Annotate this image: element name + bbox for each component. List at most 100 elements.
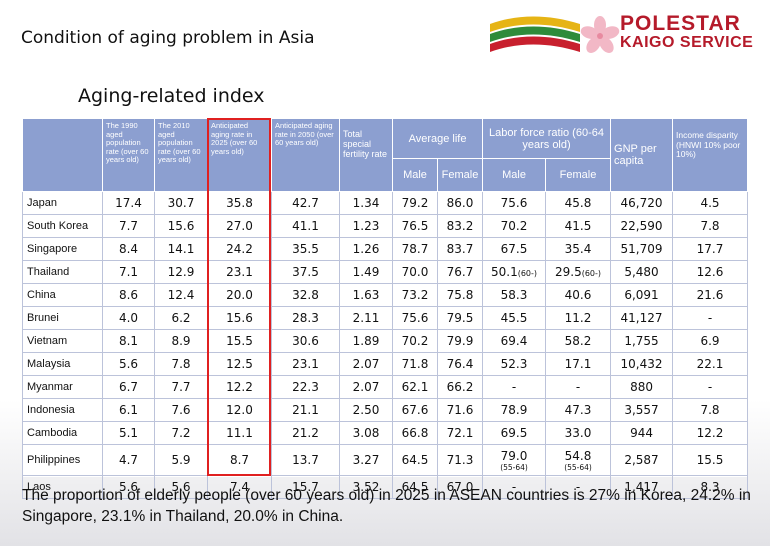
cell-value: 83.7 [446,242,474,256]
cell-value: 35.4 [564,242,592,256]
cell-note: (55-64) [500,462,528,472]
cell-value: 4.0 [118,311,139,325]
cell-value: 28.3 [292,311,319,325]
cell-value: 20.0 [226,288,253,302]
cell-value: 40.6 [564,288,592,302]
table-row: Singapore 8.4 14.1 24.2 35.5 1.26 78.7 83.7 67.5… [22,237,749,261]
cell-value: 27.0 [226,219,253,233]
cell-fert: 1.23 [339,214,393,238]
cell-lifeF: 67.0 [436,475,484,499]
cell-gnp: 6,091 [610,283,674,307]
header-1990: The 1990 aged population rate (over 60 y… [102,118,155,192]
cell-value: 4.5 [700,196,720,210]
cell-value: 944 [630,426,653,440]
cell-gnp: 1,755 [610,329,674,353]
cell-y2025: 35.8 [207,191,272,215]
cell-value: 66.8 [401,426,429,440]
cell-value: 83.2 [446,219,474,233]
cell-y2050: 15.7 [271,475,340,499]
header-2025: Anticipated aging rate in 2025 (over 60 … [207,118,272,192]
cell-y2010: 30.7 [154,191,208,215]
cell-value: 22.1 [696,357,724,371]
slide-title: Condition of aging problem in Asia [21,28,315,48]
cell-lifeM: 70.2 [392,329,438,353]
cell-value: - [707,311,713,325]
header-labor-female: Female [545,158,612,192]
cell-y2010: 8.9 [154,329,208,353]
cell-lifeF: 66.2 [436,375,484,399]
header-life-female: Female [436,158,484,192]
cell-y2050: 22.3 [271,375,340,399]
cell-value: 17.1 [564,357,592,371]
cell-lifeF: 75.8 [436,283,484,307]
cell-value: 46,720 [620,196,663,210]
cell-value: 17.7 [696,242,724,256]
cell-value: 47.3 [564,403,592,417]
table-row: Malaysia 5.6 7.8 12.5 23.1 2.07 71.8 76.4 52.3 17… [22,352,749,376]
cell-value: 58.2 [564,334,592,348]
cell-value: 79.5 [446,311,474,325]
cell-value: 1,755 [624,334,659,348]
cell-y2050: 32.8 [271,283,340,307]
country-cell: Brunei [22,306,103,330]
cell-labM: 50.1(60-) [482,260,547,284]
cell-value: 17.4 [115,196,142,210]
cell-value: 76.7 [446,265,474,279]
cell-lifeM: 71.8 [392,352,438,376]
cell-lifeM: 79.2 [392,191,438,215]
country-cell: China [22,283,103,307]
cell-value: 7.1 [118,265,139,279]
cell-value: - [707,380,713,394]
cell-value: 67.0 [446,480,474,494]
cell-value: 7.8 [171,357,191,371]
cell-gnp: 22,590 [610,214,674,238]
cell-value: 50.1 [491,265,518,279]
cell-fert: 2.07 [339,352,393,376]
cell-y2050: 21.1 [271,398,340,422]
cell-value: 52.3 [500,357,528,371]
cell-labF: 29.5(60-) [545,260,612,284]
cell-y2025: 12.0 [207,398,272,422]
cell-value: 79.2 [401,196,429,210]
cell-value: 7.8 [700,219,720,233]
cell-y2050: 37.5 [271,260,340,284]
cell-value: 54.8 [564,448,592,463]
header-average-life: Average life [391,118,484,159]
cell-value: 76.4 [446,357,474,371]
header-gnp: GNP per capita [610,118,674,192]
country-cell: Malaysia [22,352,103,376]
cell-value: 78.7 [401,242,429,256]
country-cell: Philippines [22,444,103,476]
cell-value: 7.7 [171,380,191,394]
cell-value: 2.07 [352,357,380,371]
cell-lifeM: 78.7 [392,237,438,261]
cell-y2010: 12.4 [154,283,208,307]
cell-labM: 58.3 [482,283,547,307]
cell-lifeM: 64.5 [392,475,438,499]
cell-inc: 12.6 [672,260,749,284]
cell-fert: 2.50 [339,398,393,422]
cell-value: 5.9 [171,453,191,467]
cell-gnp: 2,587 [610,444,674,476]
caption-text: The proportion of elderly people (over 6… [22,487,751,525]
cell-y1990: 4.0 [102,306,155,330]
cell-labF: 40.6 [545,283,612,307]
cell-y2025: 15.6 [207,306,272,330]
cell-labF: 35.4 [545,237,612,261]
cell-lifeF: 79.5 [436,306,484,330]
cell-y2010: 5.9 [154,444,208,476]
cell-value: 1.26 [352,242,380,256]
cell-inc: 6.9 [672,329,749,353]
table-row: Indonesia 6.1 7.6 12.0 21.1 2.50 67.6 71.6 78.9 4… [22,398,749,422]
header-fertility: Total special fertility rate [339,118,393,192]
cell-value: 35.8 [226,196,253,210]
cell-fert: 1.89 [339,329,393,353]
section-subtitle: Aging-related index [78,85,265,107]
cell-value: - [511,480,517,494]
cell-y2025: 23.1 [207,260,272,284]
cell-value: 4.7 [118,453,139,467]
cell-value: 71.6 [446,403,474,417]
country-cell: South Korea [22,214,103,238]
cell-value: 1.23 [352,219,380,233]
cell-fert: 1.34 [339,191,393,215]
